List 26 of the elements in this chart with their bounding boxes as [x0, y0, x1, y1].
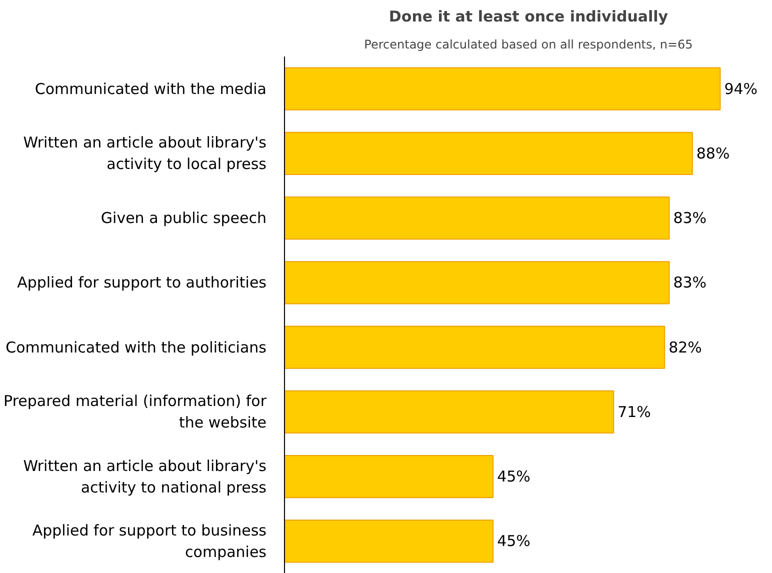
data-label: 71% — [618, 402, 651, 421]
bar — [284, 520, 494, 563]
chart-title: Done it at least once individually — [388, 8, 668, 26]
y-tick-label: Written an article about library's activity to national press — [23, 456, 267, 496]
data-label: 45% — [497, 532, 530, 550]
y-tick-label: Given a public speech — [100, 209, 267, 228]
y-tick-label: Prepared material (information) for the website — [4, 392, 268, 432]
bar — [284, 261, 670, 304]
y-tick-label: Communicated with the media — [34, 80, 266, 98]
bar — [284, 390, 614, 434]
data-label: 88% — [696, 144, 730, 162]
data-label: 82% — [668, 338, 702, 356]
bar — [284, 455, 494, 498]
data-label: 45% — [497, 468, 530, 486]
y-tick-label: Written an article about library's activity to local press — [23, 134, 267, 174]
bar — [284, 132, 693, 175]
y-tick-label: Applied for support to authorities — [17, 274, 267, 292]
data-label: 94% — [724, 80, 758, 98]
bar — [284, 67, 721, 110]
y-tick-label: Communicated with the politicians — [6, 338, 267, 356]
y-tick-label: Applied for support to business companies — [32, 521, 267, 561]
data-label: 83% — [673, 209, 707, 228]
data-label: 83% — [673, 274, 707, 292]
bar — [284, 326, 666, 369]
bar — [284, 196, 670, 240]
chart-subtitle: Percentage calculated based on all respondents, n=65 — [364, 38, 693, 52]
